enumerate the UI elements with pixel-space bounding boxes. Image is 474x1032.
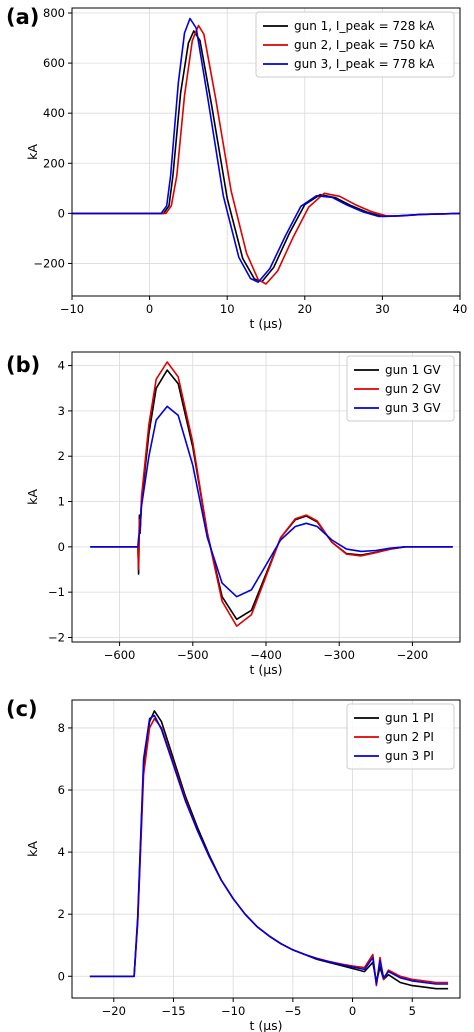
x-axis-label: t (μs) bbox=[249, 662, 282, 677]
y-tick-label: 800 bbox=[43, 6, 65, 20]
x-tick-label: 5 bbox=[409, 1004, 416, 1018]
y-tick-label: −1 bbox=[48, 585, 65, 599]
legend-entry: gun 2 PI bbox=[385, 730, 434, 744]
panel-label: (c) bbox=[6, 697, 38, 721]
y-axis-label: kA bbox=[25, 841, 40, 857]
y-tick-label: 2 bbox=[58, 907, 65, 921]
y-tick-label: 3 bbox=[58, 404, 65, 418]
y-tick-label: 400 bbox=[43, 106, 65, 120]
x-tick-label: 0 bbox=[146, 302, 153, 316]
series-line-3 bbox=[90, 405, 453, 598]
legend-box bbox=[346, 703, 455, 770]
panel-1: −600 −500 −400 −300 −200 −2 −1 0 1 2 3 4 t (μs) kA (b)… bbox=[6, 351, 461, 677]
y-tick-label: 1 bbox=[58, 495, 65, 509]
legend-entry: gun 2 GV bbox=[385, 382, 441, 396]
y-tick-label: −200 bbox=[33, 256, 65, 270]
x-axis-label: t (μs) bbox=[249, 1018, 282, 1032]
plot-frame bbox=[71, 7, 461, 297]
y-tick-label: 4 bbox=[58, 359, 65, 373]
legend-box bbox=[255, 11, 455, 78]
legend-entry: gun 1, I_peak = 728 kA bbox=[294, 19, 435, 33]
y-tick-label: 0 bbox=[58, 540, 65, 554]
panel-label: (b) bbox=[6, 353, 40, 377]
y-tick-label: 0 bbox=[58, 206, 65, 220]
legend-entry: gun 1 GV bbox=[385, 363, 441, 377]
y-tick-label: 6 bbox=[58, 783, 65, 797]
legend-entry: gun 3, I_peak = 778 kA bbox=[294, 57, 435, 71]
x-tick-label: −5 bbox=[284, 1004, 301, 1018]
legend-entry: gun 3 GV bbox=[385, 401, 441, 415]
y-axis-label: kA bbox=[25, 489, 40, 505]
series-line-3 bbox=[89, 714, 449, 985]
x-tick-label: −400 bbox=[250, 648, 282, 662]
legend-entry: gun 3 PI bbox=[385, 749, 434, 763]
x-tick-label: −500 bbox=[177, 648, 209, 662]
panel-2: −20 −15 −10 −5 0 5 0 2 4 6 8 t (μs) kA (c) gun 1 PI gun… bbox=[6, 697, 461, 1032]
panel-0: −10 0 10 20 30 40 −200 0 200 400 600 800 t (μs) kA (a)… bbox=[6, 5, 467, 331]
legend-entry: gun 2, I_peak = 750 kA bbox=[294, 38, 435, 52]
x-tick-label: −200 bbox=[397, 648, 429, 662]
series-line-2 bbox=[72, 24, 460, 285]
x-tick-label: −20 bbox=[102, 1004, 126, 1018]
panel-label: (a) bbox=[6, 5, 39, 29]
y-tick-label: 600 bbox=[43, 56, 65, 70]
y-axis-label: kA bbox=[25, 144, 40, 160]
x-axis-label: t (μs) bbox=[249, 316, 282, 331]
y-tick-label: 8 bbox=[58, 721, 65, 735]
plot-frame bbox=[71, 699, 461, 999]
x-tick-label: −15 bbox=[161, 1004, 185, 1018]
legend-box bbox=[346, 355, 455, 422]
series-line-3 bbox=[72, 17, 460, 284]
y-tick-label: −2 bbox=[48, 630, 65, 644]
y-tick-label: 0 bbox=[58, 969, 65, 983]
x-tick-label: 10 bbox=[220, 302, 235, 316]
x-tick-label: −10 bbox=[60, 302, 84, 316]
x-tick-label: −300 bbox=[323, 648, 355, 662]
y-tick-label: 4 bbox=[58, 845, 65, 859]
x-tick-label: −10 bbox=[221, 1004, 245, 1018]
x-tick-label: 40 bbox=[453, 302, 468, 316]
legend-entry: gun 1 PI bbox=[385, 711, 434, 725]
x-tick-label: −600 bbox=[104, 648, 136, 662]
x-tick-label: 0 bbox=[349, 1004, 356, 1018]
y-tick-label: 200 bbox=[43, 156, 65, 170]
x-tick-label: 30 bbox=[375, 302, 390, 316]
y-tick-label: 2 bbox=[58, 449, 65, 463]
x-tick-label: 20 bbox=[297, 302, 312, 316]
